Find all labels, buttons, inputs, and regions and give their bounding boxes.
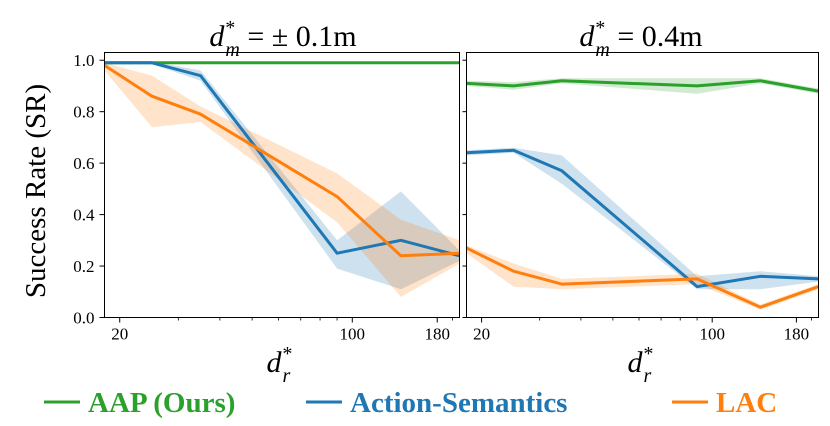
x-tick-label-p1-180: 180 bbox=[424, 325, 450, 344]
plot-frame-right bbox=[466, 52, 819, 318]
x-axis-label-left: d* r bbox=[267, 343, 292, 387]
x-label-left-main: d bbox=[267, 346, 283, 379]
y-tick-label-1: 1.0 bbox=[73, 51, 94, 70]
plot-frame-left bbox=[104, 52, 460, 318]
x-tick-label-p1-20: 20 bbox=[111, 325, 128, 344]
x-label-right-sup: * bbox=[643, 343, 653, 365]
title-left: d* m = ± 0.1m bbox=[209, 17, 356, 61]
x-tick-label-p1-100: 100 bbox=[340, 325, 366, 344]
line-action-semantics-p1 bbox=[104, 61, 460, 258]
x-tick-label-p2-100: 100 bbox=[699, 325, 725, 344]
title-right: d* m = 0.4m bbox=[579, 17, 702, 61]
x-tick-label-p2-20: 20 bbox=[473, 325, 490, 344]
line-action-semantics-p2 bbox=[466, 148, 819, 289]
x-axis-label-right: d* r bbox=[628, 343, 653, 387]
line-lac-p1 bbox=[103, 64, 460, 258]
legend-label-action-semantics: Action-Semantics bbox=[350, 387, 567, 419]
title-right-sub: m bbox=[595, 39, 609, 61]
title-left-sub: m bbox=[225, 39, 239, 61]
title-left-sup: * bbox=[224, 17, 234, 39]
y-tick-label-0.2: 0.2 bbox=[73, 257, 94, 276]
x-label-left-sup: * bbox=[282, 343, 292, 365]
legend: AAP (Ours) Action-Semantics LAC bbox=[44, 387, 777, 419]
y-tick-label-0: 0.0 bbox=[73, 309, 94, 328]
y-tick-label-0.8: 0.8 bbox=[73, 103, 94, 122]
x-label-right-sub: r bbox=[644, 365, 652, 387]
legend-label-aap: AAP (Ours) bbox=[88, 387, 235, 419]
y-tick-label-0.4: 0.4 bbox=[73, 206, 95, 225]
panel-right: d* m = 0.4m 20 100 180 d* r bbox=[462, 17, 820, 387]
band-action-semantics-p1 bbox=[104, 61, 460, 290]
x-label-left-sub: r bbox=[283, 365, 291, 387]
legend-label-lac: LAC bbox=[716, 387, 777, 419]
title-right-main: d bbox=[579, 20, 595, 53]
y-tick-label-0.6: 0.6 bbox=[73, 154, 94, 173]
title-right-rest: = 0.4m bbox=[610, 20, 703, 53]
title-right-sup: * bbox=[594, 17, 604, 39]
line-lac-p2 bbox=[465, 246, 820, 309]
x-label-right-main: d bbox=[628, 346, 644, 379]
title-left-rest: = ± 0.1m bbox=[240, 20, 357, 53]
x-tick-label-p2-180: 180 bbox=[784, 325, 810, 344]
band-action-semantics-p2 bbox=[466, 147, 819, 290]
y-axis-label: Success Rate (SR) bbox=[20, 84, 52, 298]
title-left-main: d bbox=[209, 20, 225, 53]
line-aap-ours-p2 bbox=[466, 79, 819, 93]
panel-left: d* m = ± 0.1m 0.00.20.40.60.81.0 20 100 180… bbox=[73, 17, 460, 387]
